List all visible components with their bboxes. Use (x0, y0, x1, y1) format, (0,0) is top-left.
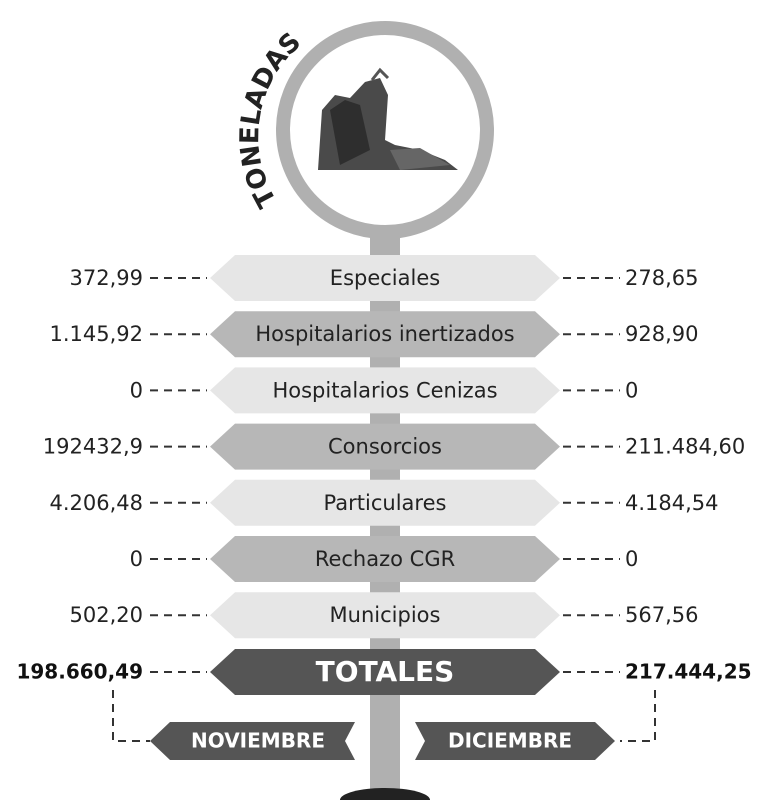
right-value: 0 (625, 547, 638, 571)
month-left-sign (150, 722, 355, 760)
row-sign (210, 255, 560, 301)
row-label: Hospitalarios inertizados (255, 322, 514, 346)
left-value: 198.660,49 (16, 660, 143, 684)
left-value: 0 (130, 378, 143, 402)
totals-label: TOTALES (316, 655, 455, 688)
row-sign (210, 423, 560, 470)
right-value: 0 (625, 378, 638, 402)
right-connector (620, 690, 656, 742)
row-sign (210, 592, 560, 639)
left-value: 502,20 (70, 603, 143, 627)
row-sign (210, 311, 560, 358)
right-value: 217.444,25 (625, 660, 752, 684)
row-label: Rechazo CGR (315, 547, 455, 571)
month-right: DICIEMBRE (448, 729, 572, 753)
left-connector (112, 690, 150, 742)
left-value: 4.206,48 (49, 491, 143, 515)
row-label: Particulares (324, 491, 447, 515)
post-base (340, 788, 430, 800)
rows: Especiales 372,99 278,65 Hospitalarios iner… (16, 255, 752, 695)
row-label: Hospitalarios Cenizas (272, 378, 497, 402)
left-value: 192432,9 (43, 435, 143, 459)
month-left: NOVIEMBRE (191, 729, 325, 753)
row-sign (210, 479, 560, 526)
row-label: Especiales (330, 266, 440, 290)
left-value: 0 (130, 547, 143, 571)
row-label: Consorcios (328, 435, 442, 459)
right-value: 4.184,54 (625, 491, 719, 515)
right-value: 278,65 (625, 266, 698, 290)
trash-bags-icon (318, 67, 458, 170)
row-sign (210, 536, 560, 582)
left-value: 372,99 (70, 266, 143, 290)
right-value: 567,56 (625, 603, 698, 627)
right-value: 211.484,60 (625, 435, 745, 459)
row-label: Municipios (330, 603, 441, 627)
month-right-sign (415, 722, 615, 760)
right-value: 928,90 (625, 322, 698, 346)
row-sign (210, 367, 560, 414)
totals-sign (210, 649, 560, 695)
left-value: 1.145,92 (49, 322, 143, 346)
